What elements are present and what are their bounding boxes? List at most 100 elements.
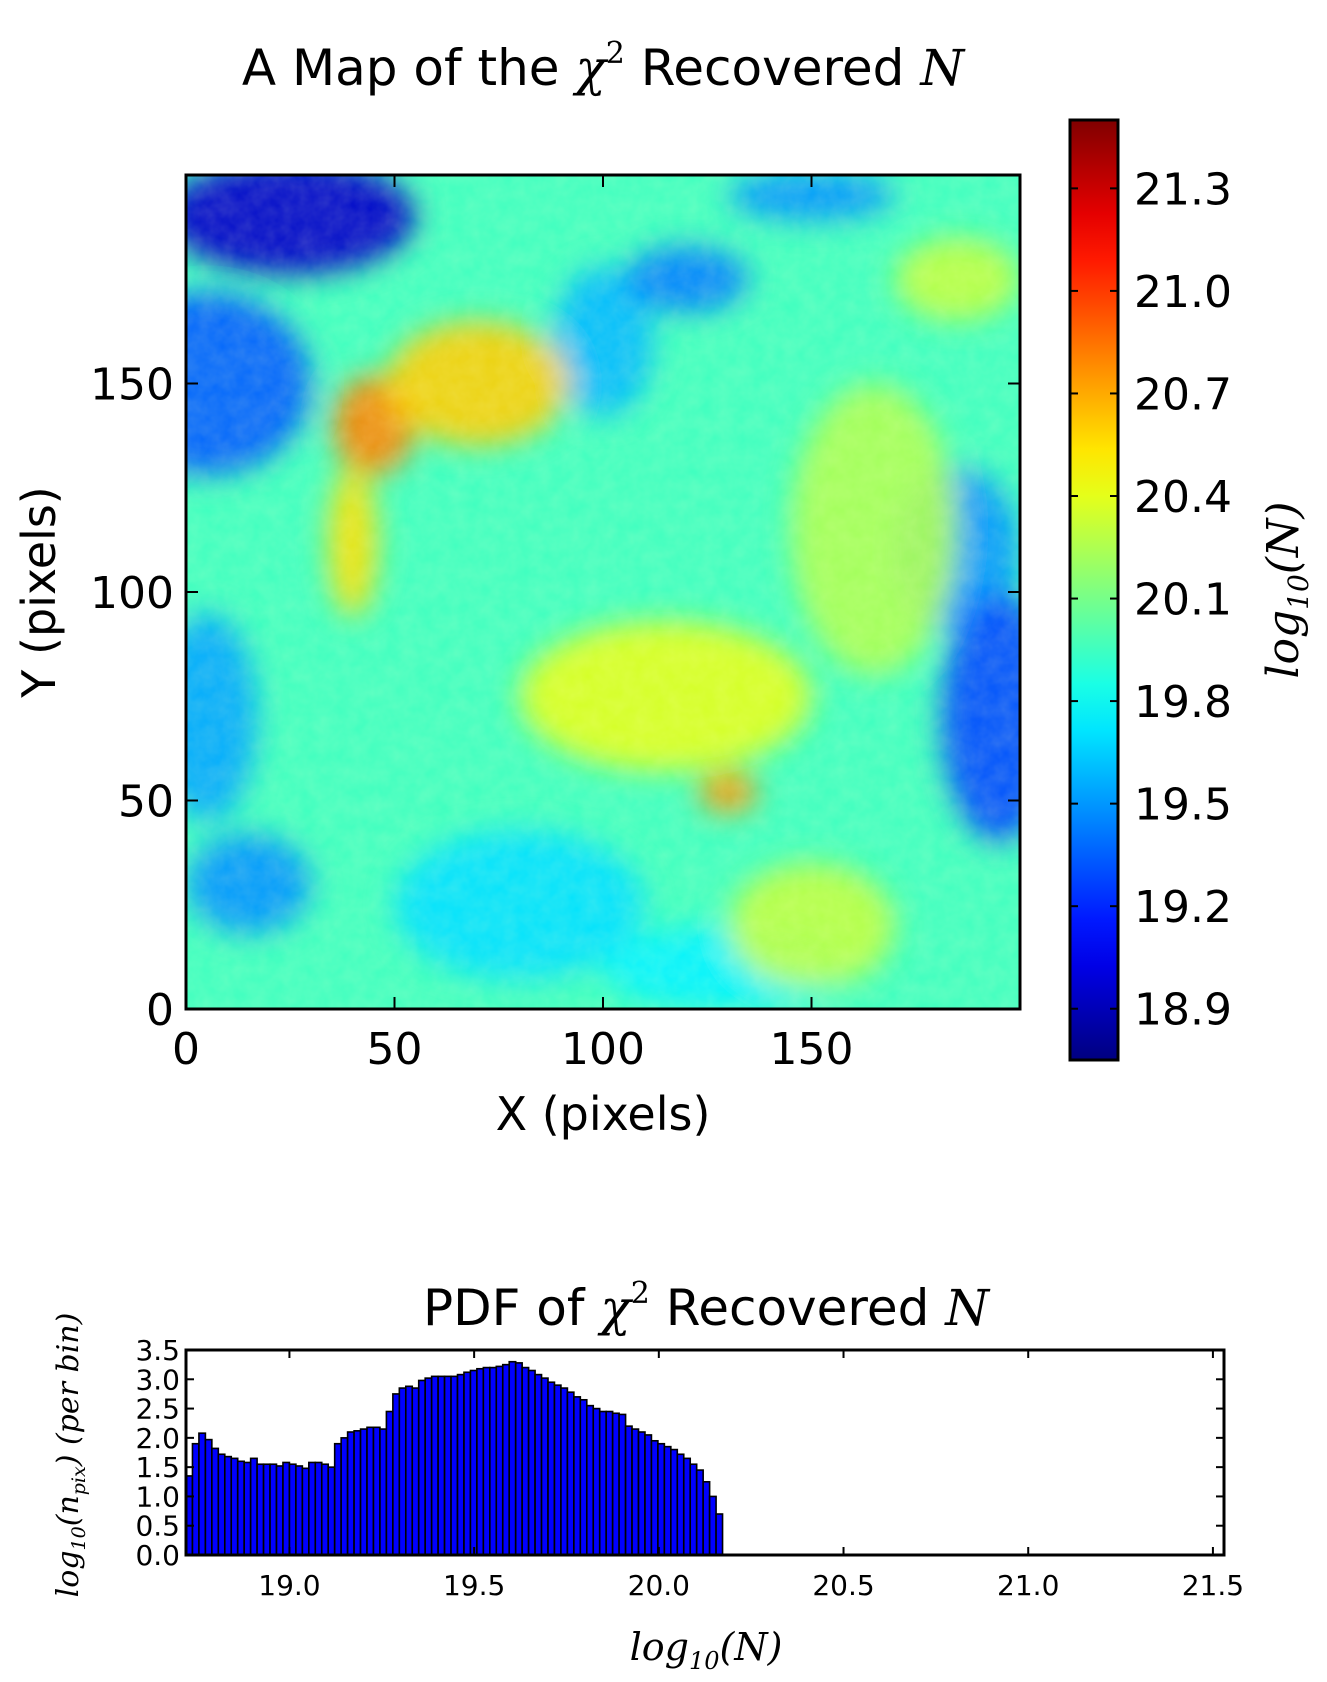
map-ytick-label-0: 0 bbox=[146, 985, 174, 1036]
histogram-bar-48 bbox=[495, 1365, 504, 1556]
histogram-bar-49 bbox=[501, 1363, 511, 1556]
pdf-xtick-label-1: 19.5 bbox=[443, 1569, 505, 1602]
histogram-bar-3 bbox=[204, 1438, 213, 1556]
histogram-bar-28 bbox=[366, 1426, 375, 1556]
pdf-ytick-label-4: 2.0 bbox=[135, 1422, 180, 1455]
map-ylabel: Y (pixels) bbox=[12, 486, 66, 698]
histogram-bar-70 bbox=[637, 1431, 646, 1556]
histogram-bar-2 bbox=[198, 1432, 207, 1556]
map-plot-area bbox=[186, 175, 1020, 1009]
histogram-bar-14 bbox=[275, 1465, 284, 1556]
histogram-bar-52 bbox=[521, 1366, 530, 1556]
pdf-ylabel-sub: 10 bbox=[68, 1526, 90, 1550]
colorbar-tick-label-3: 19.8 bbox=[1134, 677, 1232, 728]
pdf-xtick-label-5: 21.5 bbox=[1182, 1569, 1244, 1602]
histogram-bar-29 bbox=[372, 1426, 381, 1556]
histogram-bar-51 bbox=[514, 1362, 523, 1556]
histogram-bar-11 bbox=[256, 1463, 265, 1556]
histogram-bar-46 bbox=[482, 1366, 491, 1556]
histogram-bar-23 bbox=[333, 1442, 342, 1556]
histogram-frame bbox=[184, 1348, 1226, 1557]
histogram-bar-6 bbox=[223, 1455, 233, 1556]
pdf-ytick-label-2: 1.0 bbox=[135, 1480, 180, 1513]
pdf-ylabel-pre: log bbox=[51, 1550, 86, 1597]
pdf-ytick-label-6: 3.0 bbox=[135, 1363, 180, 1396]
histogram-bar-71 bbox=[644, 1434, 653, 1556]
histogram-bar-34 bbox=[404, 1385, 414, 1556]
histogram-bar-7 bbox=[230, 1457, 239, 1556]
map-texture bbox=[186, 175, 1020, 1009]
histogram-bar-81 bbox=[708, 1495, 717, 1556]
histogram-bar-55 bbox=[540, 1377, 549, 1556]
histogram-bar-37 bbox=[424, 1377, 433, 1556]
histogram-bar-72 bbox=[650, 1439, 659, 1556]
colorbar-tick-label-0: 18.9 bbox=[1134, 985, 1232, 1036]
histogram-bar-58 bbox=[560, 1387, 569, 1556]
map-title-sup: 2 bbox=[606, 36, 625, 71]
colorbar-label-pre: log bbox=[1258, 610, 1309, 679]
colorbar-label: log10(N) bbox=[1258, 501, 1315, 678]
histogram-bar-53 bbox=[527, 1369, 536, 1556]
histogram-bar-21 bbox=[320, 1463, 330, 1556]
histogram-bar-20 bbox=[314, 1461, 323, 1556]
histogram-bar-44 bbox=[469, 1369, 478, 1556]
map-title-var: N bbox=[919, 39, 966, 97]
histogram-bar-22 bbox=[327, 1466, 336, 1556]
pdf-ylabel-sub2: pix bbox=[68, 1466, 90, 1495]
pdf-title-var: N bbox=[944, 1279, 991, 1337]
histogram-bar-39 bbox=[437, 1375, 446, 1556]
pdf-xlabel-pre: log bbox=[630, 1625, 689, 1669]
pdf-title-chi: χ bbox=[597, 1279, 633, 1337]
histogram-bar-63 bbox=[592, 1407, 601, 1556]
colorbar bbox=[1068, 118, 1120, 1062]
pdf-ytick-label-0: 0.0 bbox=[135, 1539, 180, 1572]
map-xtick-label-2: 100 bbox=[561, 1024, 645, 1075]
map-xlabel: X (pixels) bbox=[496, 1087, 711, 1141]
map-xtick-label-3: 150 bbox=[770, 1024, 854, 1075]
histogram-bar-4 bbox=[211, 1447, 220, 1556]
map-xtick-label-0: 0 bbox=[172, 1024, 200, 1075]
histogram-bar-5 bbox=[217, 1453, 226, 1556]
histogram-bar-12 bbox=[262, 1463, 271, 1556]
pdf-title-middle: Recovered bbox=[650, 1279, 945, 1337]
pdf-ytick-label-1: 0.5 bbox=[135, 1510, 180, 1543]
pdf-title: PDF of χ2 Recovered N bbox=[423, 1276, 991, 1337]
histogram-bar-27 bbox=[359, 1428, 368, 1556]
histogram-bar-61 bbox=[579, 1398, 588, 1556]
histogram-bar-74 bbox=[663, 1445, 672, 1556]
histogram-bar-32 bbox=[392, 1393, 401, 1556]
pdf-ylabel: log10(npix) (per bin) bbox=[51, 1313, 90, 1598]
histogram-bar-50 bbox=[508, 1360, 517, 1556]
pdf-xlabel-post: (N) bbox=[720, 1625, 783, 1669]
map-xtick-label-1: 50 bbox=[367, 1024, 423, 1075]
histogram-bar-59 bbox=[566, 1391, 575, 1556]
histogram-bar-19 bbox=[308, 1461, 317, 1556]
map-title-prefix: A Map of the bbox=[242, 39, 576, 97]
histogram-bar-47 bbox=[489, 1366, 498, 1556]
map-ytick-label-3: 150 bbox=[90, 360, 174, 411]
pdf-title-sup: 2 bbox=[631, 1276, 650, 1311]
map-title: A Map of the χ2 Recovered N bbox=[242, 36, 966, 97]
histogram-bar-73 bbox=[657, 1442, 666, 1556]
colorbar-ticks: 18.9 19.2 19.5 19.8 20.1 20.4 20.7 21.0 21.3 bbox=[1070, 164, 1232, 1036]
histogram-bar-18 bbox=[301, 1467, 310, 1556]
histogram-bar-56 bbox=[547, 1381, 556, 1556]
pdf-ytick-label-3: 1.5 bbox=[135, 1451, 180, 1484]
histogram-bar-10 bbox=[249, 1457, 258, 1556]
pdf-title-prefix: PDF of bbox=[423, 1279, 600, 1337]
histogram-bar-25 bbox=[346, 1431, 355, 1556]
map-title-chi: χ bbox=[572, 39, 608, 97]
histogram-axes: 19.0 19.5 20.0 20.5 21.0 21.5 0.00.51.01.52.02… bbox=[135, 1334, 1244, 1602]
histogram-bar-54 bbox=[534, 1373, 543, 1556]
histogram-bar-17 bbox=[295, 1465, 304, 1556]
histogram-bar-65 bbox=[605, 1410, 614, 1556]
histogram-bar-82 bbox=[715, 1513, 724, 1556]
map-title-middle: Recovered bbox=[625, 39, 920, 97]
histogram-bar-57 bbox=[553, 1384, 562, 1556]
histogram-bar-38 bbox=[430, 1375, 439, 1556]
histogram-bar-80 bbox=[702, 1480, 711, 1556]
histogram-bar-13 bbox=[269, 1463, 278, 1556]
histogram-bar-76 bbox=[676, 1453, 685, 1556]
histogram-bar-36 bbox=[417, 1379, 426, 1556]
